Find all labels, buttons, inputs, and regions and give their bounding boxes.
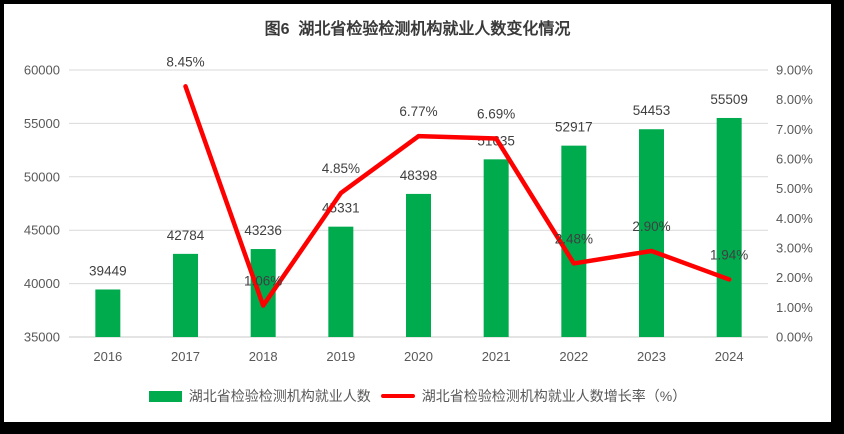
legend-item-growth-rate: 湖北省检验检测机构就业人数增长率（%） — [380, 386, 687, 406]
growth-rate-label: 2.48% — [555, 231, 593, 246]
bar-value-label: 52917 — [555, 120, 593, 135]
bar-2022 — [561, 145, 587, 337]
growth-rate-label: 6.69% — [477, 107, 515, 122]
x-axis-label: 2016 — [93, 349, 122, 364]
bar-2024 — [716, 117, 742, 337]
growth-rate-label: 4.85% — [322, 161, 360, 176]
right-axis-tick-label: 2.00% — [776, 270, 813, 285]
right-axis-tick-label: 5.00% — [776, 181, 813, 196]
growth-rate-label: 8.45% — [166, 54, 204, 69]
x-axis-label: 2023 — [637, 349, 666, 364]
x-axis-label: 2018 — [249, 349, 278, 364]
growth-rate-line — [183, 84, 732, 308]
right-axis-tick-label: 6.00% — [776, 152, 813, 167]
right-axis-tick-label: 8.00% — [776, 92, 813, 107]
x-axis-label: 2022 — [559, 349, 588, 364]
legend-bar-label: 湖北省检验检测机构就业人数 — [188, 388, 371, 404]
growth-rate-label: 2.90% — [632, 219, 670, 234]
left-axis-tick-label: 55000 — [24, 116, 60, 131]
legend-line-swatch — [380, 394, 415, 398]
bar-2016 — [95, 289, 121, 337]
growth-rate-label: 1.06% — [244, 274, 282, 289]
bar-2021 — [483, 159, 509, 337]
right-axis-tick-label: 9.00% — [776, 63, 813, 78]
right-axis-tick-label: 1.00% — [776, 300, 813, 315]
bar-2017 — [173, 253, 198, 337]
bar-2020 — [406, 193, 431, 337]
x-axis-label: 2019 — [326, 349, 355, 364]
left-axis-tick-label: 45000 — [24, 223, 60, 238]
left-axis-tick-label: 35000 — [24, 330, 60, 345]
x-axis-label: 2020 — [404, 349, 433, 364]
bar-value-label: 54453 — [633, 103, 671, 118]
bar-2019 — [328, 226, 354, 337]
right-axis-tick-label: 7.00% — [776, 122, 813, 137]
legend-line-label: 湖北省检验检测机构就业人数增长率（%） — [421, 388, 687, 404]
right-axis-tick-label: 3.00% — [776, 241, 813, 256]
chart-plot-area: 35000 40000 45000 50000 55000 60000 0.00% 1.00%… — [24, 54, 813, 364]
legend-item-employment: 湖北省检验检测机构就业人数 — [148, 386, 371, 406]
bar-value-label: 48398 — [400, 168, 438, 183]
chart-title: 图6 湖北省检验检测机构就业人数变化情况 — [264, 21, 571, 38]
growth-rate-label: 1.94% — [710, 247, 748, 262]
left-axis-tick-label: 60000 — [24, 63, 60, 78]
legend-bar-swatch — [148, 390, 182, 402]
right-axis-tick-label: 0.00% — [776, 330, 813, 345]
right-axis-tick-label: 4.00% — [776, 211, 813, 226]
x-axis-label: 2017 — [171, 349, 200, 364]
left-axis-tick-label: 50000 — [24, 169, 60, 184]
x-axis-label: 2021 — [482, 349, 511, 364]
bar-value-label: 43236 — [244, 223, 282, 238]
bar-2023 — [639, 129, 664, 337]
bar-value-label: 55509 — [710, 92, 748, 107]
bar-value-label: 42784 — [167, 228, 205, 243]
growth-rate-label: 6.77% — [399, 104, 437, 119]
x-axis-label: 2024 — [715, 349, 744, 364]
bar-value-label: 39449 — [89, 263, 127, 278]
chart-legend: 湖北省检验检测机构就业人数 湖北省检验检测机构就业人数增长率（%） — [4, 386, 831, 406]
left-axis-tick-label: 40000 — [24, 276, 60, 291]
